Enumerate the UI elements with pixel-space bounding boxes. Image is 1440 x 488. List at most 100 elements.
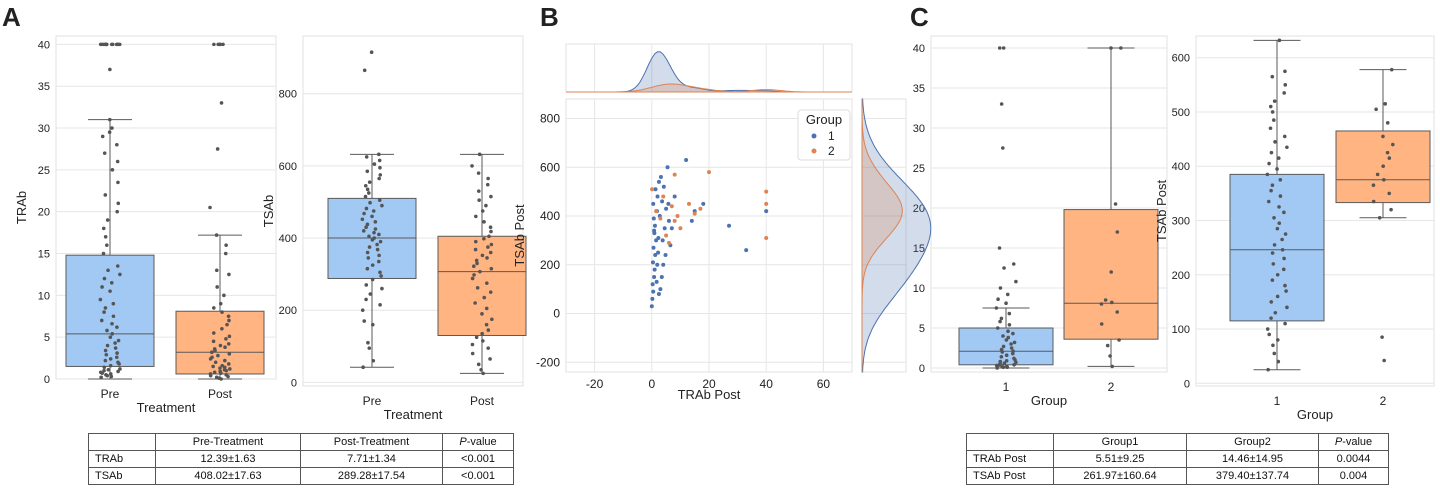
strip-point — [218, 343, 223, 348]
strip-point — [211, 331, 216, 335]
scatter-point-group-1 — [661, 184, 666, 189]
strip-point — [377, 198, 382, 202]
strip-point — [482, 295, 487, 300]
x-tick-label: Pre — [363, 394, 382, 408]
strip-point — [1272, 118, 1276, 122]
strip-point — [1383, 102, 1388, 106]
strip-point — [472, 264, 476, 269]
scatter-point-group-1 — [655, 262, 660, 267]
strip-point — [480, 253, 485, 258]
strip-point — [1002, 266, 1006, 270]
strip-point — [488, 290, 493, 294]
scatter-point-group-1 — [650, 296, 655, 301]
strip-point — [470, 164, 474, 168]
strip-point — [485, 256, 489, 260]
strip-point — [106, 367, 111, 372]
strip-point — [378, 303, 382, 307]
scatter-point-group-1 — [659, 274, 664, 279]
strip-point — [224, 243, 228, 247]
strip-point — [485, 182, 490, 187]
strip-point — [224, 373, 229, 377]
strip-point — [997, 246, 1002, 250]
strip-point — [113, 341, 117, 345]
strip-point — [370, 263, 375, 267]
strip-point — [477, 198, 481, 202]
strip-point — [1284, 289, 1288, 293]
y-tick-label: 200 — [279, 305, 297, 317]
strip-point — [102, 151, 107, 155]
strip-point — [365, 250, 370, 255]
strip-point — [1272, 215, 1276, 220]
strip-point — [1269, 150, 1274, 155]
scatter-point-group-1 — [651, 216, 656, 221]
strip-point — [377, 253, 381, 258]
strip-point — [1283, 69, 1287, 74]
y-tick-label: 30 — [38, 123, 50, 135]
strip-point — [1012, 356, 1016, 361]
y-tick-label: 15 — [38, 249, 50, 261]
scatter-point-group-1 — [649, 304, 654, 309]
strip-point — [1011, 262, 1016, 266]
scatter-point-group-1 — [662, 226, 667, 231]
strip-point — [105, 218, 110, 222]
strip-point — [208, 205, 212, 210]
strip-point — [110, 332, 115, 336]
strip-point — [994, 306, 999, 310]
strip-point — [110, 321, 114, 326]
strip-point — [1277, 38, 1282, 43]
scatter-point-group-2 — [675, 214, 680, 218]
strip-point — [223, 358, 227, 363]
strip-point — [218, 301, 223, 306]
strip-point — [102, 365, 107, 370]
strip-point — [1267, 161, 1271, 166]
strip-point — [226, 342, 231, 346]
strip-point — [369, 50, 374, 55]
strip-point — [476, 189, 481, 193]
scatter-point-group-2 — [678, 226, 683, 231]
strip-point — [1276, 156, 1281, 160]
marginal-y-density-group-1 — [861, 98, 932, 373]
strip-point — [99, 318, 104, 323]
strip-point — [380, 286, 384, 291]
scatter-point-group-2 — [698, 206, 703, 211]
x-axis-label: Group — [1297, 407, 1333, 422]
table-cell: 289.28±17.54 — [300, 467, 443, 485]
strip-point — [365, 187, 370, 192]
strip-point — [1099, 302, 1104, 306]
scatter-point-group-1 — [764, 209, 769, 214]
strip-point — [1113, 202, 1118, 206]
strip-point — [111, 301, 116, 306]
table-cell: 0.0044 — [1318, 450, 1389, 468]
strip-point — [1282, 210, 1286, 215]
marginal-y-area — [861, 98, 907, 373]
strip-point — [1012, 340, 1017, 345]
y-tick-label: 35 — [913, 83, 925, 95]
strip-point — [1109, 270, 1113, 274]
strip-point — [1285, 145, 1289, 150]
strip-point — [1007, 323, 1012, 327]
strip-point — [377, 158, 382, 163]
table-header-cell — [966, 433, 1054, 451]
strip-point — [1275, 294, 1280, 299]
strip-point — [212, 306, 216, 310]
strip-point — [378, 270, 382, 275]
y-axis-label: TSAb Post — [1154, 180, 1169, 243]
strip-point — [1382, 358, 1386, 363]
strip-point — [470, 351, 475, 356]
scatter-point-group-2 — [686, 201, 691, 206]
strip-point — [212, 347, 217, 351]
table-cell: 408.02±17.63 — [155, 467, 301, 485]
table-header-cell — [88, 433, 156, 451]
strip-point — [103, 358, 108, 363]
strip-point — [1265, 172, 1270, 177]
strip-point — [365, 266, 370, 271]
strip-point — [372, 236, 377, 240]
strip-point — [375, 247, 380, 252]
strip-point — [368, 200, 372, 205]
strip-point — [1004, 301, 1008, 306]
strip-point — [360, 308, 365, 313]
strip-point — [1117, 338, 1121, 342]
y-tick-label: 0 — [919, 363, 925, 375]
strip-point — [365, 222, 370, 227]
marginal-y-density-group-2 — [861, 99, 903, 372]
